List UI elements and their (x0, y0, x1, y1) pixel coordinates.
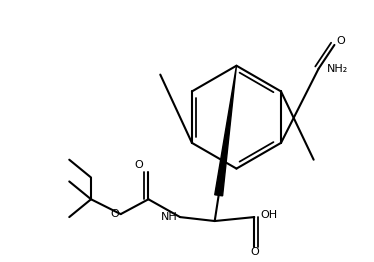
Text: NH₂: NH₂ (327, 64, 348, 74)
Text: O: O (336, 36, 345, 46)
Text: NH: NH (161, 212, 178, 222)
Text: OH: OH (260, 210, 278, 220)
Text: O: O (110, 209, 119, 219)
Text: O: O (135, 160, 144, 170)
Polygon shape (215, 66, 236, 196)
Text: O: O (250, 247, 259, 257)
